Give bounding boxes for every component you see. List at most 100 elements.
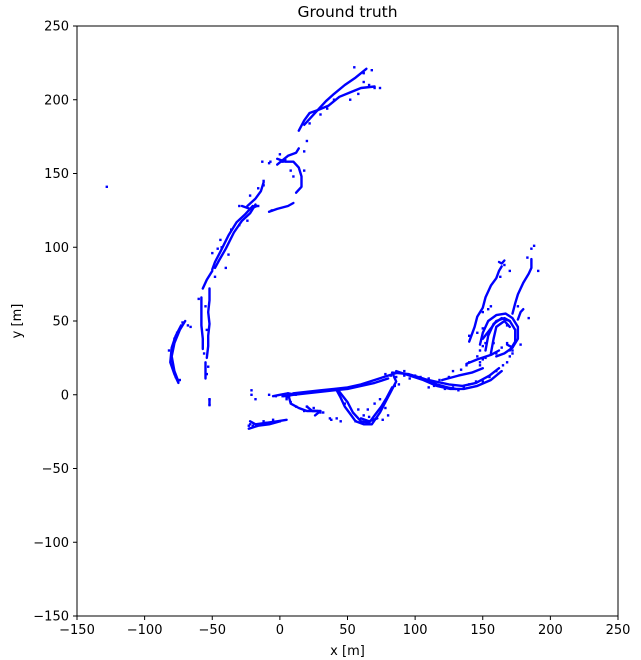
y-tick-label: 200 — [44, 93, 69, 108]
data-point — [362, 72, 365, 75]
track-segment-12 — [169, 324, 183, 385]
data-point — [319, 113, 322, 116]
data-point — [238, 204, 241, 208]
data-point — [378, 398, 382, 401]
x-tick-label: −50 — [199, 623, 226, 638]
data-point — [186, 324, 190, 327]
data-point — [443, 387, 447, 391]
data-point — [495, 352, 498, 355]
data-point — [227, 253, 230, 256]
data-point — [178, 378, 181, 382]
data-point — [175, 331, 179, 334]
data-point — [262, 179, 265, 183]
data-point — [202, 352, 206, 355]
data-point — [516, 305, 520, 308]
data-point — [530, 247, 533, 250]
data-point — [474, 380, 478, 383]
data-point — [451, 369, 455, 373]
data-point — [395, 375, 398, 379]
data-point — [438, 378, 441, 382]
track-segment-40 — [505, 343, 514, 349]
data-point — [254, 398, 257, 401]
data-point — [208, 398, 211, 401]
data-point — [173, 337, 176, 340]
data-point — [362, 414, 365, 417]
data-point — [207, 365, 210, 368]
track-segment-36 — [468, 265, 503, 343]
data-point — [349, 98, 352, 101]
data-point — [408, 377, 411, 380]
data-point — [339, 420, 342, 423]
data-point — [413, 374, 417, 377]
data-point — [289, 169, 292, 172]
track-segment-6 — [201, 269, 214, 290]
data-point — [189, 325, 192, 329]
track-segment-2 — [276, 157, 303, 194]
data-point — [519, 343, 522, 346]
data-point — [332, 98, 336, 101]
data-point — [503, 263, 506, 267]
data-point — [265, 421, 268, 424]
data-point — [257, 204, 260, 208]
data-point — [262, 420, 265, 423]
data-point — [278, 153, 282, 156]
data-point — [251, 424, 254, 427]
data-point — [488, 375, 491, 379]
data-point — [224, 266, 227, 270]
data-point — [328, 417, 332, 420]
track-segment-33 — [478, 312, 520, 358]
data-point — [343, 402, 346, 405]
y-tick-label: 150 — [44, 167, 69, 182]
data-point — [174, 375, 177, 379]
y-tick-label: −100 — [33, 536, 69, 551]
data-point — [384, 406, 387, 410]
data-point — [527, 316, 530, 320]
data-point — [481, 344, 484, 348]
data-point — [258, 423, 261, 426]
data-point — [205, 328, 208, 332]
track-segment-7 — [205, 287, 211, 360]
track-segment-19 — [285, 371, 399, 399]
data-point — [319, 411, 322, 414]
data-point — [219, 238, 222, 242]
data-point — [271, 418, 275, 421]
data-point — [481, 310, 484, 314]
data-point — [308, 122, 311, 125]
data-point — [366, 408, 369, 411]
x-axis: −150 −100 −50 0 50 100 150 200 250 — [59, 616, 630, 638]
data-point — [278, 420, 282, 423]
track-segment-10 — [200, 296, 204, 351]
x-tick-label: 0 — [276, 623, 284, 638]
y-tick-label: −50 — [42, 462, 69, 477]
data-point — [267, 393, 271, 396]
data-point — [335, 417, 338, 420]
data-point — [208, 403, 211, 407]
track-segment-20 — [282, 377, 390, 398]
data-point — [386, 414, 390, 417]
track-segment-29 — [407, 372, 457, 391]
track-segment-37 — [497, 259, 506, 265]
data-point — [261, 160, 264, 163]
data-point — [457, 389, 460, 392]
track-segment-30 — [441, 367, 484, 382]
data-point — [354, 420, 357, 423]
data-point — [216, 247, 219, 250]
data-point — [500, 346, 503, 349]
data-point — [476, 331, 479, 334]
data-point — [403, 369, 406, 373]
data-point — [478, 361, 482, 364]
data-point — [373, 86, 376, 90]
data-point — [447, 375, 451, 379]
track-segment-13 — [240, 204, 259, 211]
y-tick-label: 100 — [44, 241, 69, 256]
track-segment-23 — [305, 405, 322, 417]
x-tick-label: 50 — [339, 623, 356, 638]
data-point — [462, 386, 465, 389]
chart-title: Ground truth — [297, 3, 397, 21]
data-point — [526, 256, 529, 259]
y-axis: −150 −100 −50 0 50 100 150 200 250 — [33, 20, 77, 625]
data-point — [248, 423, 252, 426]
data-point — [468, 383, 471, 386]
data-point — [468, 361, 471, 364]
data-point — [205, 372, 208, 376]
